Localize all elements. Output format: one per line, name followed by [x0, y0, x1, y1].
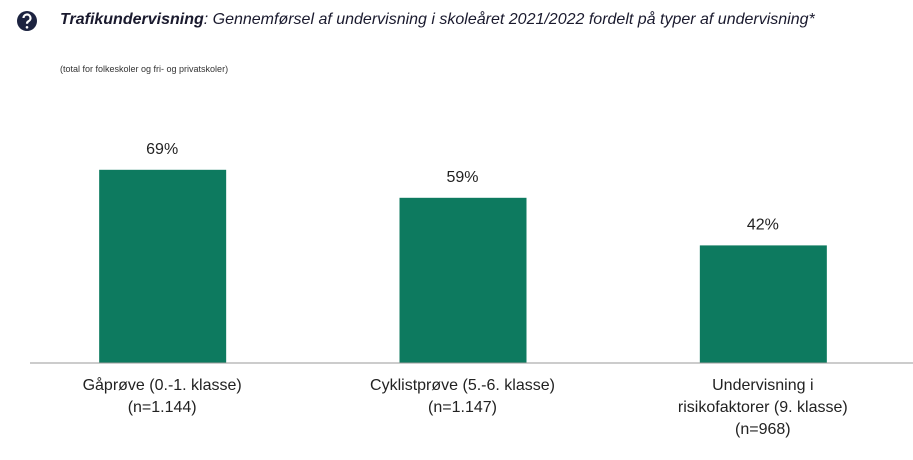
chart-title: Trafikundervisning: Gennemførsel af unde…	[60, 10, 910, 30]
x-tick-label: (n=1.144)	[128, 399, 197, 416]
bar	[699, 245, 827, 363]
title-lead: Trafikundervisning	[60, 11, 204, 28]
help-icon-dot[interactable]	[25, 26, 29, 29]
chart-subtitle: (total for folkeskoler og fri- og privat…	[60, 64, 229, 74]
value-label: 59%	[446, 169, 478, 186]
bar	[99, 169, 227, 363]
bar	[399, 197, 527, 363]
x-tick-label: risikofaktorer (9. klasse)	[678, 399, 848, 416]
value-label: 42%	[747, 217, 779, 234]
x-tick-label: (n=968)	[735, 421, 791, 438]
x-tick-label: Undervisning i	[712, 377, 813, 394]
value-label: 69%	[146, 141, 178, 158]
x-tick-label: Gåprøve (0.-1. klasse)	[83, 376, 242, 394]
title-text: : Gennemførsel af undervisning i skoleår…	[203, 11, 815, 28]
x-tick-label: (n=1.147)	[428, 399, 497, 416]
help-icon-glyph[interactable]	[22, 13, 32, 24]
x-tick-label: Cyklistprøve (5.-6. klasse)	[370, 377, 555, 394]
help-icon[interactable]	[17, 11, 37, 31]
